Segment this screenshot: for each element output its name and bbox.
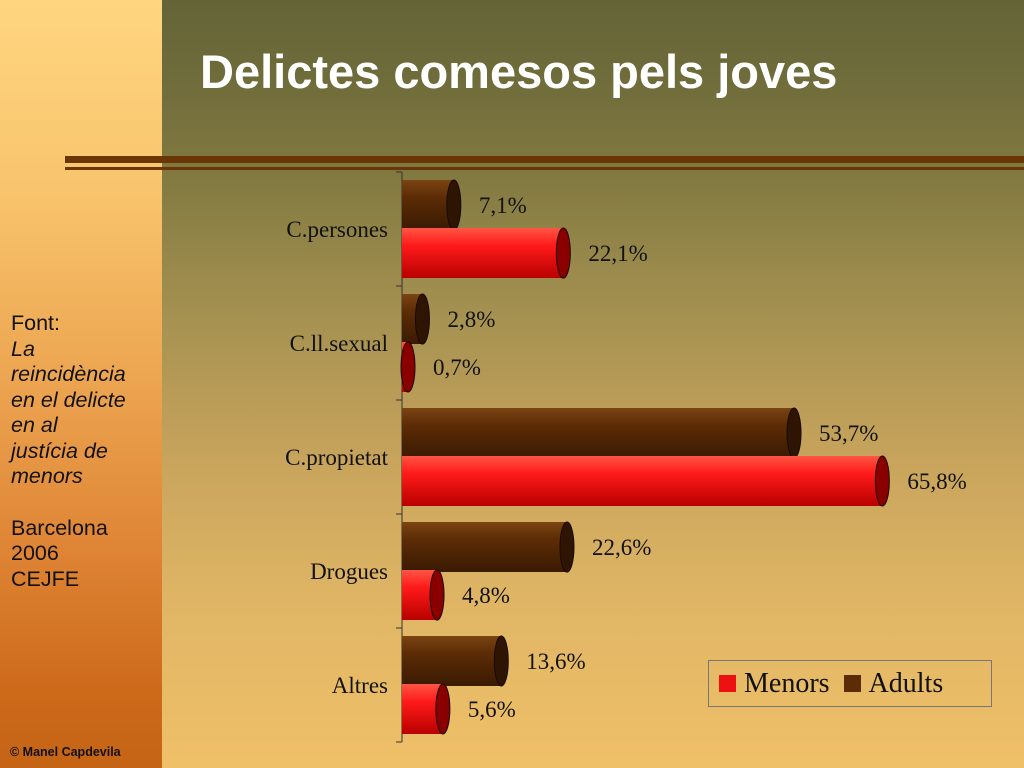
bar-cap-adults	[493, 635, 509, 687]
legend-swatch-adults	[843, 675, 861, 692]
bar-cap-menors	[435, 683, 451, 735]
source-work-line: La	[11, 336, 35, 361]
bar-cap-adults	[786, 407, 802, 459]
value-label-menors: 22,1%	[588, 241, 647, 266]
value-label-adults: 7,1%	[479, 193, 527, 218]
source-work-line: en al	[11, 413, 58, 437]
value-label-adults: 13,6%	[526, 649, 585, 674]
bar-menors	[402, 456, 883, 506]
bar-adults	[402, 180, 454, 230]
slide-title: Delictes comesos pels joves	[200, 45, 838, 98]
bar-adults	[402, 522, 567, 572]
legend-swatch-menors	[719, 675, 736, 692]
value-label-menors: 0,7%	[433, 355, 481, 380]
bar-cap-adults	[559, 521, 575, 573]
bar-cap-menors	[555, 227, 571, 279]
legend-item-adults: Adults	[843, 667, 944, 700]
copyright-text: © Manel Capdevila	[10, 745, 121, 759]
bar-cap-menors	[874, 455, 890, 507]
title-rule	[65, 156, 1024, 163]
source-work-line: en el delicte	[11, 387, 126, 412]
value-label-menors: 5,6%	[468, 697, 516, 722]
category-label: C.persones	[286, 217, 388, 242]
category-label: Altres	[332, 673, 388, 698]
bar-cap-adults	[414, 293, 430, 345]
value-label-menors: 4,8%	[462, 583, 510, 608]
source-work-line: menors	[11, 464, 83, 488]
value-label-adults: 2,8%	[447, 307, 495, 332]
source-label: Font:	[11, 311, 60, 335]
legend-item-menors: Menors	[719, 668, 830, 700]
value-label-menors: 65,8%	[907, 469, 966, 494]
chart-legend: Menors Adults	[708, 660, 992, 707]
title-rule-thin	[65, 167, 1024, 170]
bar-cap-menors	[400, 341, 416, 393]
left-panel	[0, 0, 162, 768]
legend-label-adults: Adults	[868, 667, 944, 699]
value-label-adults: 53,7%	[819, 421, 878, 446]
category-label: C.propietat	[285, 445, 388, 470]
bar-cap-menors	[429, 569, 445, 621]
bar-adults	[402, 636, 502, 686]
legend-label-menors: Menors	[744, 667, 830, 699]
bar-menors	[402, 228, 564, 278]
source-year: 2006	[11, 541, 59, 565]
category-label: C.ll.sexual	[290, 331, 388, 356]
source-note: Font: La reincidència en el delicte en a…	[11, 311, 159, 592]
value-label-adults: 22,6%	[592, 535, 651, 560]
bar-adults	[402, 408, 795, 458]
source-work-line: reincidència	[11, 362, 126, 386]
source-org: CEJFE	[11, 566, 80, 591]
source-work-line: justícia de	[11, 438, 108, 463]
bar-cap-adults	[446, 179, 462, 231]
category-label: Drogues	[310, 559, 388, 584]
source-place: Barcelona	[11, 515, 108, 540]
